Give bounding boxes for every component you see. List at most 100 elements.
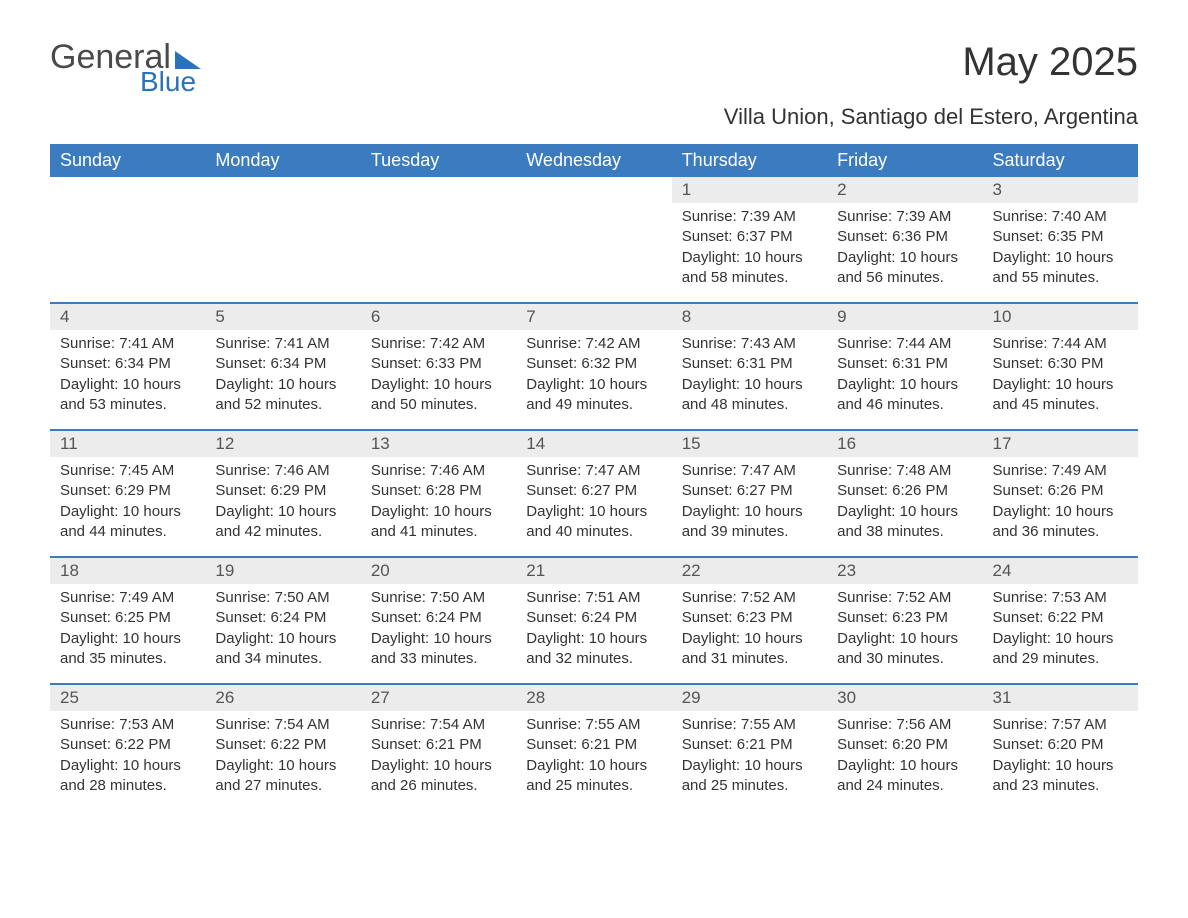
sunrise-value: 7:52 AM [741,589,796,606]
daylight-line: Daylight: 10 hours and 58 minutes. [682,248,817,289]
sunset-value: 6:36 PM [892,228,948,245]
daylight-line: Daylight: 10 hours and 31 minutes. [682,629,817,670]
day-number-cell: 17 [983,430,1138,457]
day-body-cell: Sunrise: 7:46 AMSunset: 6:29 PMDaylight:… [205,457,360,557]
sunset-line: Sunset: 6:26 PM [993,481,1128,501]
sunrise-value: 7:50 AM [430,589,485,606]
daylight-line: Daylight: 10 hours and 53 minutes. [60,375,195,416]
logo-word2: Blue [140,68,201,96]
daylight-line: Daylight: 10 hours and 25 minutes. [682,756,817,797]
sunset-value: 6:32 PM [581,355,637,372]
daylight-value: 10 hours and 58 minutes. [682,249,803,286]
sunrise-line: Sunrise: 7:43 AM [682,334,817,354]
sunset-value: 6:23 PM [737,609,793,626]
daylight-value: 10 hours and 29 minutes. [993,630,1114,667]
day-body-cell [50,203,205,303]
daylight-value: 10 hours and 28 minutes. [60,757,181,794]
daylight-line: Daylight: 10 hours and 34 minutes. [215,629,350,670]
sunrise-line: Sunrise: 7:47 AM [526,461,661,481]
daylight-line: Daylight: 10 hours and 49 minutes. [526,375,661,416]
day-body-cell: Sunrise: 7:45 AMSunset: 6:29 PMDaylight:… [50,457,205,557]
sunrise-value: 7:54 AM [430,716,485,733]
sunset-line: Sunset: 6:27 PM [682,481,817,501]
day-body-cell: Sunrise: 7:57 AMSunset: 6:20 PMDaylight:… [983,711,1138,811]
sunrise-line: Sunrise: 7:49 AM [60,588,195,608]
day-number-cell [205,177,360,203]
sunset-value: 6:33 PM [426,355,482,372]
daylight-value: 10 hours and 41 minutes. [371,503,492,540]
sunrise-value: 7:52 AM [896,589,951,606]
day-number-cell: 28 [516,684,671,711]
daylight-line: Daylight: 10 hours and 33 minutes. [371,629,506,670]
sunset-line: Sunset: 6:31 PM [682,354,817,374]
sunset-value: 6:24 PM [426,609,482,626]
sunset-value: 6:22 PM [1048,609,1104,626]
daylight-line: Daylight: 10 hours and 56 minutes. [837,248,972,289]
day-number-cell: 6 [361,303,516,330]
sunrise-value: 7:43 AM [741,335,796,352]
daylight-value: 10 hours and 35 minutes. [60,630,181,667]
day-number-cell: 2 [827,177,982,203]
daylight-value: 10 hours and 23 minutes. [993,757,1114,794]
day-number-cell: 11 [50,430,205,457]
sunrise-line: Sunrise: 7:44 AM [837,334,972,354]
daylight-line: Daylight: 10 hours and 41 minutes. [371,502,506,543]
sunset-line: Sunset: 6:28 PM [371,481,506,501]
sunrise-line: Sunrise: 7:44 AM [993,334,1128,354]
weekday-header: Thursday [672,144,827,177]
sunset-line: Sunset: 6:24 PM [215,608,350,628]
sunset-value: 6:22 PM [270,736,326,753]
day-number-cell: 27 [361,684,516,711]
day-body-cell [361,203,516,303]
day-body-cell: Sunrise: 7:44 AMSunset: 6:30 PMDaylight:… [983,330,1138,430]
sunset-line: Sunset: 6:33 PM [371,354,506,374]
sunrise-value: 7:44 AM [1052,335,1107,352]
sunset-value: 6:27 PM [737,482,793,499]
daylight-line: Daylight: 10 hours and 25 minutes. [526,756,661,797]
day-number-cell: 14 [516,430,671,457]
sunrise-line: Sunrise: 7:56 AM [837,715,972,735]
calendar-table: SundayMondayTuesdayWednesdayThursdayFrid… [50,144,1138,811]
daylight-value: 10 hours and 52 minutes. [215,376,336,413]
sunrise-value: 7:45 AM [119,462,174,479]
weekday-header: Friday [827,144,982,177]
daylight-value: 10 hours and 27 minutes. [215,757,336,794]
weekday-header: Saturday [983,144,1138,177]
day-body-cell: Sunrise: 7:43 AMSunset: 6:31 PMDaylight:… [672,330,827,430]
daylight-line: Daylight: 10 hours and 23 minutes. [993,756,1128,797]
sunrise-value: 7:51 AM [585,589,640,606]
day-body-cell: Sunrise: 7:53 AMSunset: 6:22 PMDaylight:… [50,711,205,811]
sunset-line: Sunset: 6:21 PM [682,735,817,755]
sunset-value: 6:23 PM [892,609,948,626]
day-number-row: 11121314151617 [50,430,1138,457]
day-body-cell: Sunrise: 7:46 AMSunset: 6:28 PMDaylight:… [361,457,516,557]
sunset-line: Sunset: 6:22 PM [993,608,1128,628]
sunset-line: Sunset: 6:20 PM [837,735,972,755]
day-number-row: 123 [50,177,1138,203]
day-number-cell: 18 [50,557,205,584]
day-number-cell: 5 [205,303,360,330]
day-body-row: Sunrise: 7:49 AMSunset: 6:25 PMDaylight:… [50,584,1138,684]
sunrise-line: Sunrise: 7:49 AM [993,461,1128,481]
day-number-cell: 31 [983,684,1138,711]
day-body-cell [205,203,360,303]
daylight-value: 10 hours and 44 minutes. [60,503,181,540]
sunrise-line: Sunrise: 7:54 AM [215,715,350,735]
sunrise-line: Sunrise: 7:41 AM [60,334,195,354]
page-title: May 2025 [962,40,1138,85]
sunset-value: 6:25 PM [115,609,171,626]
sunset-line: Sunset: 6:29 PM [60,481,195,501]
day-number-cell: 16 [827,430,982,457]
daylight-value: 10 hours and 55 minutes. [993,249,1114,286]
sunrise-value: 7:55 AM [585,716,640,733]
day-body-cell: Sunrise: 7:47 AMSunset: 6:27 PMDaylight:… [516,457,671,557]
sunset-value: 6:29 PM [115,482,171,499]
day-body-cell: Sunrise: 7:53 AMSunset: 6:22 PMDaylight:… [983,584,1138,684]
sunrise-line: Sunrise: 7:55 AM [526,715,661,735]
sunset-value: 6:21 PM [581,736,637,753]
sunset-value: 6:24 PM [581,609,637,626]
sunrise-value: 7:55 AM [741,716,796,733]
sunrise-line: Sunrise: 7:42 AM [371,334,506,354]
day-number-cell: 8 [672,303,827,330]
day-body-cell: Sunrise: 7:49 AMSunset: 6:26 PMDaylight:… [983,457,1138,557]
